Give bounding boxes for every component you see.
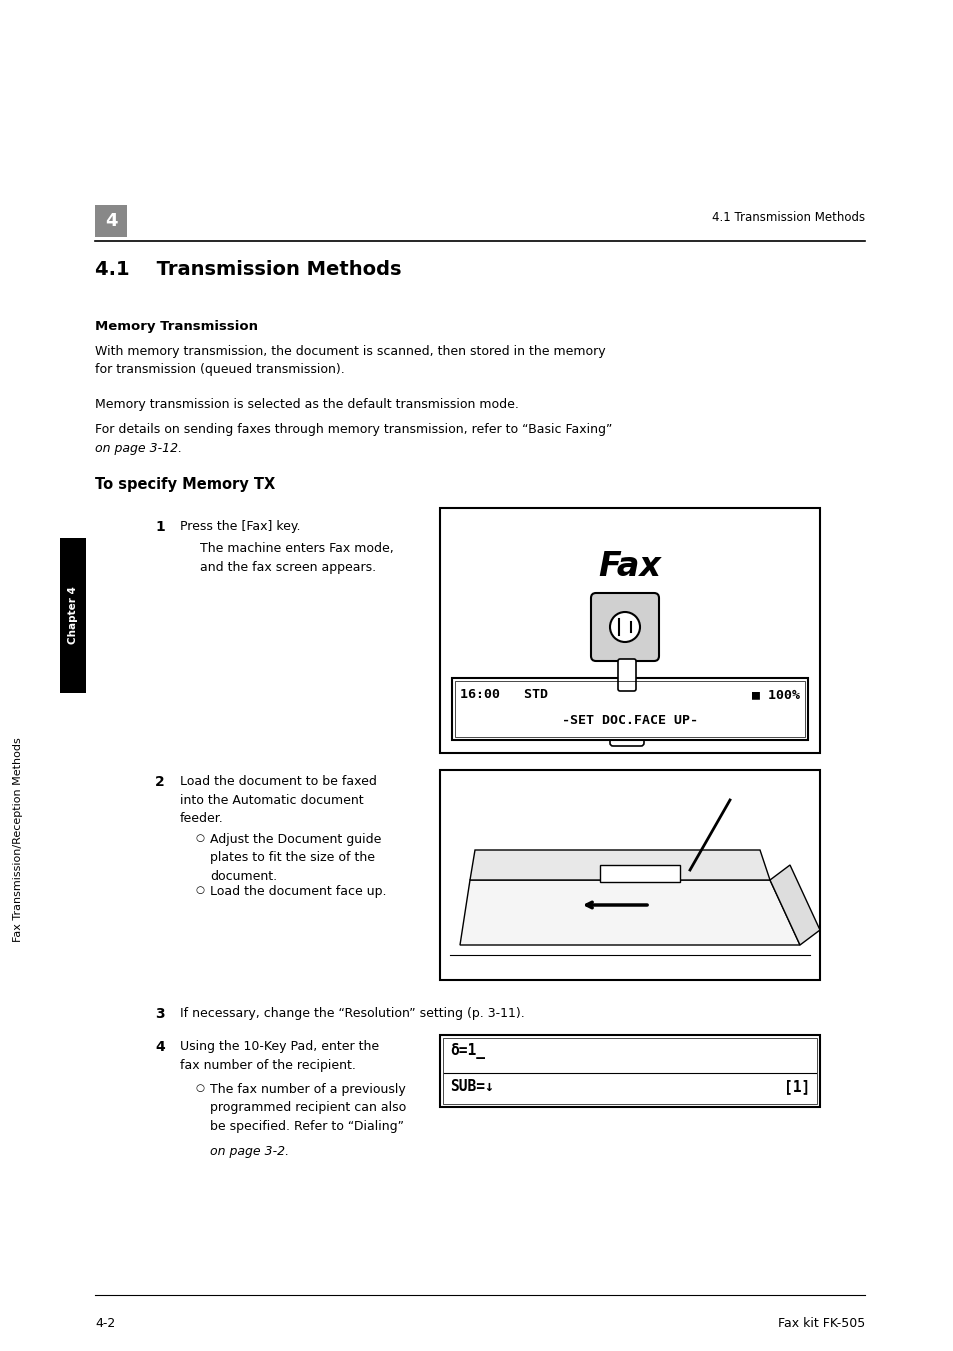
Bar	[60, 538, 86, 693]
Polygon shape	[769, 865, 820, 944]
Text: 4: 4	[154, 1040, 165, 1054]
Text: 2: 2	[154, 775, 165, 789]
Circle shape	[609, 612, 639, 642]
Text: Adjust the Document guide
plates to fit the size of the
document.: Adjust the Document guide plates to fit …	[210, 834, 381, 884]
Text: on page 3-12.: on page 3-12.	[95, 442, 182, 455]
Text: Press the [Fax] key.: Press the [Fax] key.	[180, 520, 300, 534]
Text: 4-2: 4-2	[95, 1317, 115, 1329]
Text: Memory Transmission: Memory Transmission	[95, 320, 257, 332]
Bar	[452, 678, 807, 740]
FancyBboxPatch shape	[590, 593, 659, 661]
Text: on page 3-2.: on page 3-2.	[210, 1146, 289, 1158]
Text: -SET DOC.FACE UP-: -SET DOC.FACE UP-	[561, 713, 698, 727]
Bar	[455, 681, 804, 738]
Text: Load the document to be faxed
into the Automatic document
feeder.: Load the document to be faxed into the A…	[180, 775, 376, 825]
Text: [1]: [1]	[783, 1079, 809, 1094]
Text: ○: ○	[194, 1084, 204, 1093]
Text: Fax kit FK-505: Fax kit FK-505	[777, 1317, 864, 1329]
Text: The machine enters Fax mode,
and the fax screen appears.: The machine enters Fax mode, and the fax…	[200, 542, 394, 574]
Bar	[95, 205, 127, 236]
Text: Fax Transmission/Reception Methods: Fax Transmission/Reception Methods	[13, 738, 23, 943]
Text: 3: 3	[154, 1006, 165, 1021]
Bar	[439, 508, 820, 753]
Text: Memory transmission is selected as the default transmission mode.: Memory transmission is selected as the d…	[95, 399, 518, 411]
Text: δ=1_: δ=1_	[450, 1043, 484, 1059]
Text: To specify Memory TX: To specify Memory TX	[95, 477, 275, 492]
Text: For details on sending faxes through memory transmission, refer to “Basic Faxing: For details on sending faxes through mem…	[95, 423, 612, 436]
Text: SUB=↓: SUB=↓	[450, 1079, 494, 1094]
Text: 4: 4	[105, 212, 117, 230]
Text: Fax: Fax	[598, 550, 660, 584]
Text: Using the 10-Key Pad, enter the
fax number of the recipient.: Using the 10-Key Pad, enter the fax numb…	[180, 1040, 378, 1071]
Polygon shape	[459, 880, 800, 944]
Text: ■ 100%: ■ 100%	[751, 688, 800, 701]
Text: 1: 1	[154, 520, 165, 534]
Text: With memory transmission, the document is scanned, then stored in the memory
for: With memory transmission, the document i…	[95, 345, 605, 377]
Bar	[439, 770, 820, 979]
FancyBboxPatch shape	[609, 711, 643, 746]
Text: If necessary, change the “Resolution” setting (p. 3-11).: If necessary, change the “Resolution” se…	[180, 1006, 524, 1020]
Polygon shape	[470, 850, 769, 880]
Text: Load the document face up.: Load the document face up.	[210, 885, 386, 898]
Text: 4.1    Transmission Methods: 4.1 Transmission Methods	[95, 259, 401, 280]
Polygon shape	[599, 865, 679, 882]
Text: 16:00   STD: 16:00 STD	[459, 688, 547, 701]
Bar	[439, 1035, 820, 1106]
Bar	[442, 1038, 816, 1104]
FancyBboxPatch shape	[618, 659, 636, 690]
Text: Chapter 4: Chapter 4	[68, 586, 78, 644]
Text: ○: ○	[194, 834, 204, 843]
Text: 4.1 Transmission Methods: 4.1 Transmission Methods	[711, 211, 864, 224]
Text: The fax number of a previously
programmed recipient can also
be specified. Refer: The fax number of a previously programme…	[210, 1084, 406, 1133]
Text: ○: ○	[194, 885, 204, 894]
